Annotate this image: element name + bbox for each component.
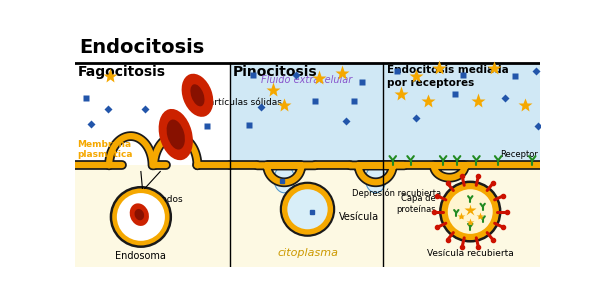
Ellipse shape — [182, 74, 213, 117]
Bar — [75, 165, 230, 267]
Text: Fagocitosis: Fagocitosis — [78, 65, 166, 79]
Circle shape — [287, 189, 328, 229]
Text: Fluido extracelular: Fluido extracelular — [261, 75, 352, 85]
Text: Pseudópodos: Pseudópodos — [123, 195, 182, 204]
Text: Endocitosis: Endocitosis — [80, 38, 205, 57]
Ellipse shape — [274, 166, 295, 193]
Circle shape — [117, 193, 165, 241]
Text: Depresión recubierta: Depresión recubierta — [352, 188, 442, 198]
Ellipse shape — [167, 119, 185, 150]
Text: partículas sólidas: partículas sólidas — [203, 98, 282, 107]
Text: Receptor: Receptor — [500, 150, 538, 159]
Ellipse shape — [365, 166, 386, 193]
Circle shape — [448, 189, 493, 234]
Bar — [75, 63, 230, 165]
Circle shape — [281, 183, 334, 236]
Bar — [75, 36, 540, 63]
Bar — [230, 63, 383, 165]
Text: Pinocitosis: Pinocitosis — [233, 65, 318, 79]
Text: Endosoma: Endosoma — [115, 251, 166, 261]
Bar — [383, 63, 540, 165]
Text: citoplasma: citoplasma — [277, 248, 338, 258]
Circle shape — [441, 182, 500, 241]
Ellipse shape — [158, 109, 193, 160]
Text: Vesícula recubierta: Vesícula recubierta — [427, 248, 514, 257]
Ellipse shape — [190, 84, 205, 106]
Bar — [230, 165, 383, 267]
Circle shape — [442, 183, 499, 240]
Text: Membrana
plasmática: Membrana plasmática — [77, 140, 133, 159]
Circle shape — [112, 188, 170, 246]
Text: Endocitosis mediada
por receptores: Endocitosis mediada por receptores — [386, 65, 508, 88]
Bar — [383, 165, 540, 267]
Text: Vesícula: Vesícula — [338, 212, 379, 222]
Circle shape — [112, 188, 170, 245]
Circle shape — [282, 184, 333, 235]
Ellipse shape — [130, 203, 149, 226]
Ellipse shape — [134, 209, 144, 220]
Text: Capa de
proteínas: Capa de proteínas — [397, 194, 436, 214]
